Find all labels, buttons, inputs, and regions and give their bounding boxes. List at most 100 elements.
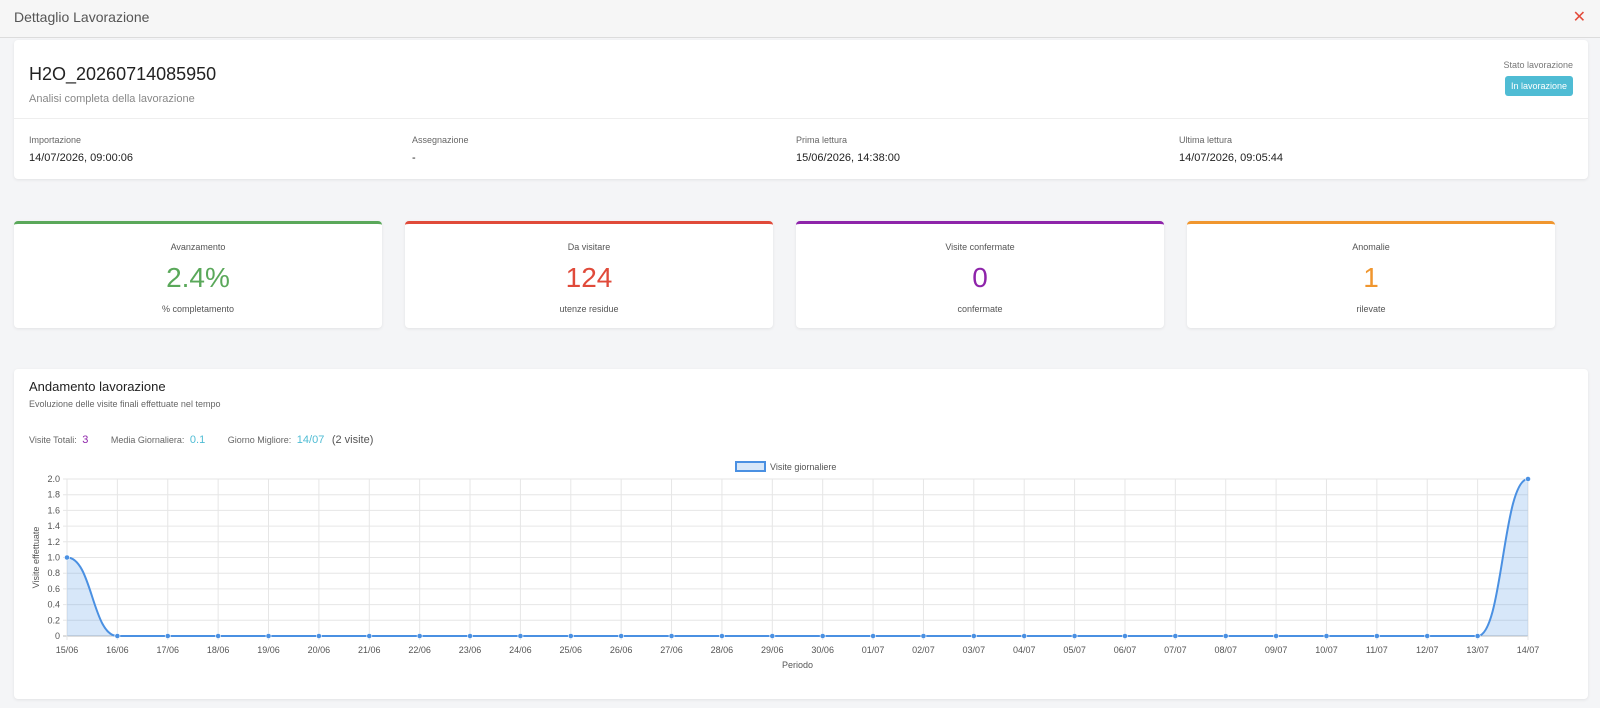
x-tick-label: 26/06: [610, 645, 633, 655]
data-point: [416, 633, 423, 639]
job-title: H2O_20260714085950: [29, 64, 217, 84]
data-point: [567, 633, 574, 639]
status-badge: In lavorazione: [1504, 76, 1573, 96]
data-point: [1323, 633, 1330, 639]
field-importazione: Importazione 14/07/2026, 09:00:06: [29, 135, 133, 164]
stat-card-avanzamento: Avanzamento 2.4% % completamento: [14, 221, 382, 328]
y-tick-label: 0.2: [47, 615, 60, 625]
field-ultima-lettura: Ultima lettura 14/07/2026, 09:05:44: [1179, 135, 1283, 164]
y-tick-label: 1.6: [47, 505, 60, 515]
field-label: Importazione: [29, 135, 82, 145]
x-tick-label: 27/06: [660, 645, 683, 655]
y-tick-label: 0.4: [47, 600, 60, 610]
series-line: [66, 478, 1529, 637]
field-label: Assegnazione: [412, 135, 469, 145]
job-info-card: H2O_20260714085950 Analisi completa dell…: [14, 40, 1588, 179]
data-point: [164, 633, 171, 639]
data-point: [1172, 633, 1179, 639]
field-value: 15/06/2026, 14:38:00: [796, 152, 900, 164]
x-tick-label: 15/06: [56, 645, 79, 655]
y-tick-label: 2.0: [47, 474, 60, 484]
x-tick-label: 08/07: [1214, 645, 1237, 655]
y-tick-label: 1.4: [47, 521, 60, 531]
data-point: [215, 633, 222, 639]
x-tick-label: 06/07: [1114, 645, 1137, 655]
stat-value: 1: [1363, 262, 1379, 293]
stat-card-da-visitare: Da visitare 124 utenze residue: [405, 221, 773, 328]
x-tick-label: 20/06: [308, 645, 331, 655]
data-point: [366, 633, 373, 639]
x-tick-label: 30/06: [811, 645, 834, 655]
avg-label: Media Giornaliera:: [110, 435, 185, 445]
data-point: [719, 633, 725, 639]
field-value: 14/07/2026, 09:00:06: [29, 152, 133, 164]
avg-value: 0.1: [189, 434, 206, 446]
x-tick-label: 25/06: [560, 645, 583, 655]
data-point: [64, 554, 70, 561]
data-point: [1474, 633, 1481, 639]
data-point: [1424, 633, 1431, 639]
total-visits-label: Visite Totali:: [29, 435, 77, 445]
modal-title: Dettaglio Lavorazione: [14, 9, 150, 25]
stat-label: Da visitare: [567, 242, 611, 252]
x-axis-label: Periodo: [782, 660, 813, 670]
data-point: [265, 633, 272, 639]
job-subtitle: Analisi completa della lavorazione: [29, 93, 195, 105]
x-tick-label: 18/06: [207, 645, 230, 655]
data-point: [1071, 633, 1078, 639]
best-day-label: Giorno Migliore:: [227, 435, 292, 445]
stat-value: 124: [565, 262, 613, 293]
x-tick-label: 29/06: [761, 645, 784, 655]
field-assegnazione: Assegnazione -: [412, 135, 469, 164]
x-tick-label: 22/06: [408, 645, 431, 655]
x-tick-label: 11/07: [1366, 645, 1388, 655]
data-point: [1373, 633, 1380, 639]
x-tick-label: 01/07: [862, 645, 885, 655]
data-point: [1122, 633, 1128, 639]
x-tick-label: 03/07: [963, 645, 986, 655]
field-label: Prima lettura: [796, 135, 848, 145]
chart-card: Andamento lavorazione Evoluzione delle v…: [14, 369, 1588, 699]
stat-card-visite-confermate: Visite confermate 0 confermate: [796, 221, 1164, 328]
x-tick-label: 19/06: [257, 645, 280, 655]
stat-sub: utenze residue: [559, 304, 619, 314]
data-point: [970, 633, 977, 639]
chart-summary: Visite Totali: 3 Media Giornaliera: 0.1 …: [29, 434, 373, 446]
x-tick-label: 24/06: [509, 645, 532, 655]
y-tick-label: 0: [55, 631, 60, 641]
x-tick-label: 05/07: [1063, 645, 1086, 655]
x-tick-label: 28/06: [711, 645, 734, 655]
divider: [14, 118, 1588, 119]
x-tick-label: 13/07: [1466, 645, 1489, 655]
legend-swatch: [735, 461, 766, 472]
data-point: [920, 633, 927, 639]
x-tick-label: 02/07: [912, 645, 935, 655]
best-day-value: 14/07: [296, 434, 325, 446]
data-point: [870, 633, 876, 639]
stat-sub: confermate: [957, 304, 1003, 314]
y-tick-label: 1.0: [47, 553, 60, 563]
y-tick-label: 0.6: [47, 584, 60, 594]
x-tick-label: 09/07: [1265, 645, 1288, 655]
x-tick-label: 16/06: [106, 645, 129, 655]
x-tick-label: 23/06: [459, 645, 482, 655]
stat-sub: rilevate: [1356, 304, 1386, 314]
y-tick-label: 0.8: [47, 568, 60, 578]
x-tick-label: 10/07: [1315, 645, 1338, 655]
x-tick-label: 17/06: [156, 645, 179, 655]
y-tick-label: 1.8: [47, 490, 60, 500]
legend-label: Visite giornaliere: [770, 462, 836, 472]
data-point: [819, 633, 826, 639]
data-point: [114, 633, 121, 639]
line-chart: 0 0.2 0.4 0.6 0.8 1.0 1.2 1.4 1.6 1.8 2.0 15/06 16/0…: [31, 461, 1539, 670]
data-point: [1222, 633, 1229, 639]
stat-label: Avanzamento: [170, 242, 226, 252]
x-tick-label: 04/07: [1013, 645, 1036, 655]
chart-title: Andamento lavorazione: [29, 379, 166, 394]
close-icon[interactable]: ✕: [1572, 9, 1586, 26]
data-point: [668, 633, 675, 639]
stat-sub: % completamento: [161, 304, 235, 314]
field-prima-lettura: Prima lettura 15/06/2026, 14:38:00: [796, 135, 900, 164]
data-point: [1525, 476, 1531, 482]
